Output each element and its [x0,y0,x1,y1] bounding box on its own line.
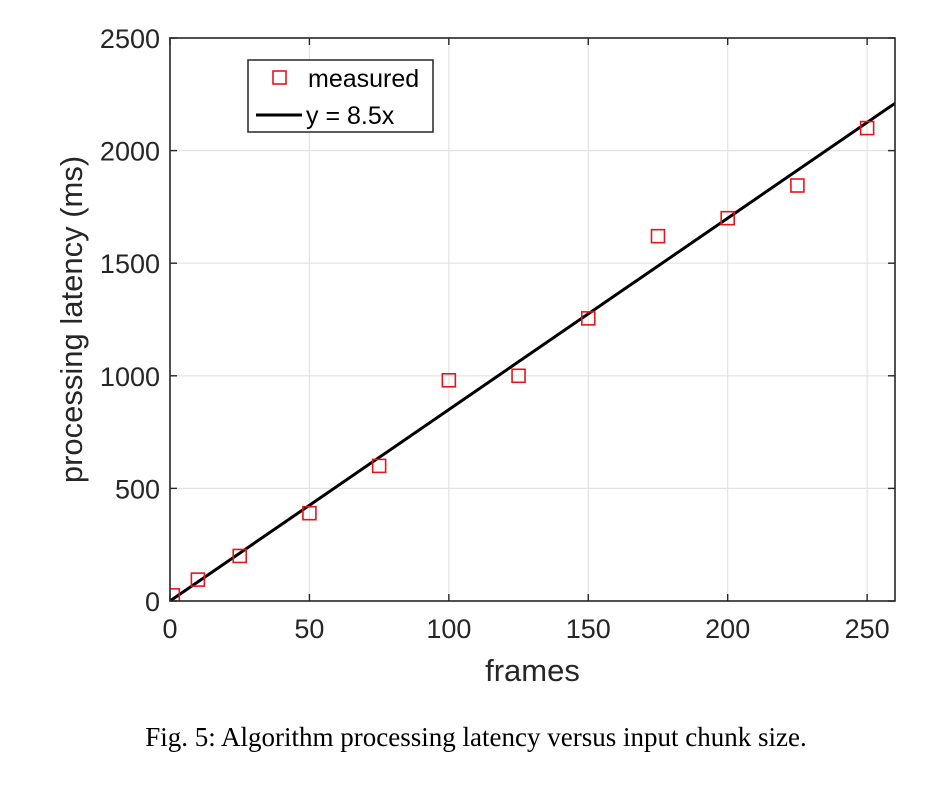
data-point [371,458,387,474]
data-point [170,588,181,601]
data-point [190,572,206,587]
legend-marker-measured [272,70,287,85]
y-tick-label: 1000 [100,362,160,392]
legend-box [247,59,434,133]
fit-line [170,102,895,601]
data-point [302,505,317,521]
x-tick-label: 0 [162,614,177,644]
x-tick-label: 150 [566,614,611,644]
figure-caption: Fig. 5: Algorithm processing latency ver… [145,722,807,752]
x-axis-title: frames [485,653,580,688]
data-point [650,228,666,244]
data-point [859,120,875,136]
x-tick-label: 200 [705,614,750,644]
data-point [441,373,457,388]
data-point [720,210,735,226]
gridlines [169,37,895,602]
x-tick-label: 50 [294,614,324,644]
data-point [580,311,596,326]
y-tick-label: 2500 [100,24,160,54]
x-tick-label: 100 [426,614,471,644]
y-tick-label: 500 [115,474,160,504]
legend-label-fit: y = 8.5x [306,102,395,130]
plot-frame [169,37,896,602]
y-tick-label: 0 [145,587,160,617]
x-tick-label: 250 [845,614,890,644]
series-layer [170,102,895,601]
y-tick-label: 2000 [100,137,160,167]
data-point [232,548,248,564]
legend: measured y = 8.5x [247,59,434,133]
y-tick-label: 1500 [100,249,160,279]
y-axis-title: processing latency (ms) [54,156,89,483]
legend-label-measured: measured [308,65,419,93]
data-point [511,368,526,384]
data-point [790,178,805,193]
